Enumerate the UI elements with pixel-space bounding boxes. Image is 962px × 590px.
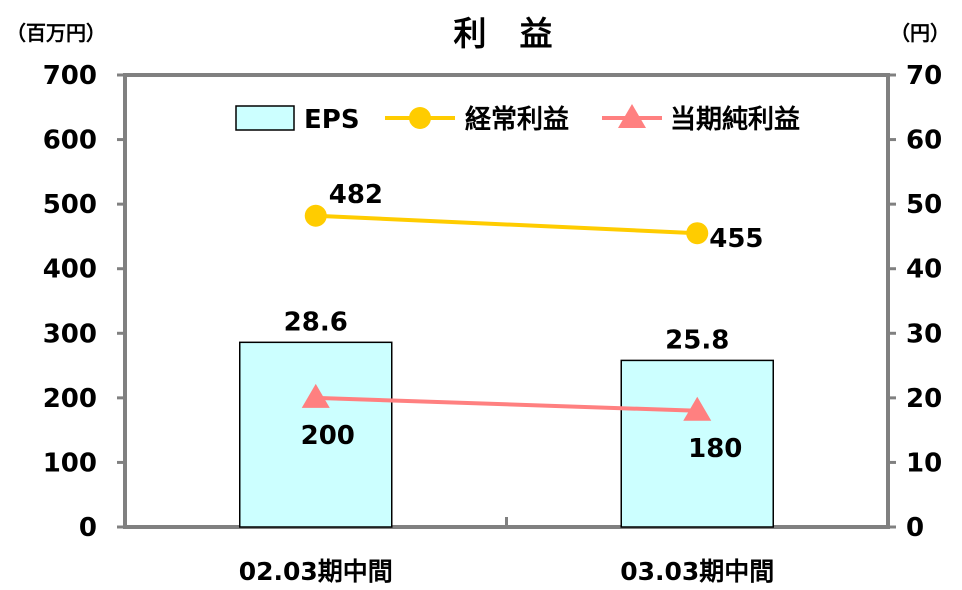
left-y-axis: 0 100 200 300 400 500 600 700 bbox=[43, 61, 125, 543]
category-label: 03.03期中間 bbox=[620, 557, 774, 586]
net-profit-line bbox=[315, 395, 698, 413]
ordinary-profit-point bbox=[686, 222, 709, 245]
x-axis: 02.03期中間 03.03期中間 bbox=[239, 517, 774, 586]
legend-eps-swatch bbox=[235, 105, 295, 131]
eps-bar bbox=[239, 341, 393, 528]
legend-net-profit-marker bbox=[618, 104, 646, 128]
legend-eps-label: EPS bbox=[304, 105, 360, 135]
legend-net-profit-label: 当期純利益 bbox=[670, 104, 800, 135]
data-labels: 28.6 25.8 482 455 200 180 bbox=[284, 180, 764, 464]
right-tick-label: 10 bbox=[906, 448, 942, 478]
net-profit-value-label: 200 bbox=[301, 421, 355, 451]
left-tick-label: 100 bbox=[43, 448, 97, 478]
legend-ordinary-profit-label: 経常利益 bbox=[465, 104, 569, 135]
right-tick-label: 60 bbox=[906, 126, 942, 156]
left-tick-label: 0 bbox=[79, 513, 97, 543]
ordinary-profit-point bbox=[304, 204, 327, 227]
ordinary-profit-line bbox=[315, 213, 698, 236]
eps-bars bbox=[239, 341, 774, 528]
net-profit-point bbox=[301, 383, 330, 408]
left-tick-label: 200 bbox=[43, 384, 97, 414]
left-tick-label: 600 bbox=[43, 126, 97, 156]
eps-value-label: 25.8 bbox=[665, 325, 729, 355]
right-tick-label: 0 bbox=[906, 513, 924, 543]
right-tick-label: 40 bbox=[906, 255, 942, 285]
right-tick-label: 30 bbox=[906, 319, 942, 349]
ordinary-profit-value-label: 482 bbox=[329, 180, 383, 210]
left-tick-label: 400 bbox=[43, 255, 97, 285]
ordinary-profit-value-label: 455 bbox=[709, 224, 763, 254]
left-axis-unit-label: （百万円） bbox=[6, 21, 106, 45]
chart-title: 利 益 bbox=[454, 14, 553, 53]
legend: EPS 経常利益 当期純利益 bbox=[235, 104, 800, 135]
right-tick-label: 50 bbox=[906, 190, 942, 220]
eps-bar bbox=[620, 359, 774, 528]
line-series bbox=[301, 204, 712, 421]
left-tick-label: 300 bbox=[43, 319, 97, 349]
net-profit-point bbox=[683, 396, 712, 421]
right-axis-unit-label: （円） bbox=[890, 21, 950, 45]
right-y-axis: 0 10 20 30 40 50 60 70 bbox=[888, 61, 942, 543]
right-tick-label: 70 bbox=[906, 61, 942, 91]
left-tick-label: 700 bbox=[43, 61, 97, 91]
net-profit-value-label: 180 bbox=[688, 434, 742, 464]
eps-value-label: 28.6 bbox=[284, 307, 348, 337]
right-tick-label: 20 bbox=[906, 384, 942, 414]
category-label: 02.03期中間 bbox=[239, 557, 393, 586]
left-tick-label: 500 bbox=[43, 190, 97, 220]
legend-ordinary-profit-marker bbox=[409, 107, 431, 129]
